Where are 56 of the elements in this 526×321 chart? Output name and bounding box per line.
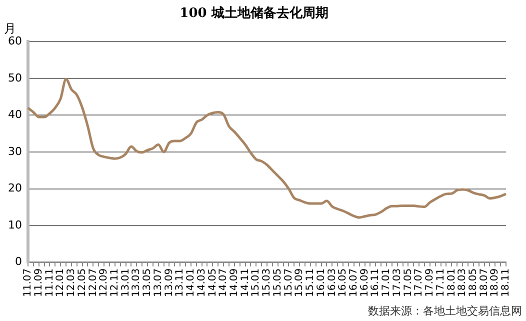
x-tick-label: 17.11 — [435, 268, 446, 298]
x-tick-label: 16.05 — [338, 268, 349, 298]
x-tick-label: 14.07 — [218, 268, 230, 298]
line-series — [26, 78, 508, 219]
x-tick-label: 12.09 — [98, 268, 110, 298]
x-tick-label: 18.07 — [478, 268, 490, 298]
x-tick-label: 17.03 — [392, 268, 403, 298]
x-tick-label: 18.09 — [490, 268, 501, 298]
y-axis-title: 月 — [4, 22, 16, 36]
x-tick-label: 18.03 — [457, 268, 468, 298]
x-tick-label: 12.05 — [76, 268, 88, 298]
x-tick-label: 15.07 — [283, 268, 294, 298]
x-tick-label: 18.05 — [468, 268, 480, 298]
chart-title: 100 城土地储备去化周期 — [180, 6, 328, 22]
y-tick-label: 50 — [8, 71, 22, 84]
x-tick-label: 18.01 — [446, 268, 458, 298]
x-tick-label: 16.01 — [316, 268, 327, 298]
x-tick-label: 14.11 — [240, 268, 251, 298]
x-tick-label: 17.07 — [414, 268, 425, 298]
y-tick-label: 0 — [14, 255, 22, 268]
x-tick-label: 17.01 — [381, 268, 392, 298]
x-tick-label: 17.09 — [424, 268, 436, 298]
x-tick-label: 15.11 — [305, 268, 316, 298]
x-tick-label: 11.11 — [44, 268, 56, 298]
x-tick-label: 13.11 — [174, 268, 186, 298]
x-tick-label: 18.11 — [500, 268, 512, 298]
x-tick-label: 13.05 — [142, 268, 154, 298]
x-tick-label: 15.05 — [272, 268, 284, 298]
x-tick-label: 14.01 — [186, 268, 197, 298]
x-tick-label: 14.05 — [207, 268, 218, 298]
x-tick-label: 16.07 — [348, 268, 360, 298]
x-tick-label: 16.03 — [326, 268, 338, 298]
x-tick-label: 15.03 — [262, 268, 273, 298]
x-tick-label: 13.01 — [120, 268, 132, 298]
x-tick-label: 12.07 — [88, 268, 99, 298]
x-tick-label: 16.11 — [370, 268, 382, 298]
x-tick-label: 16.09 — [359, 268, 370, 298]
x-tick-label: 14.09 — [229, 268, 240, 298]
x-tick-label: 15.09 — [294, 268, 306, 298]
x-tick-label: 11.09 — [33, 268, 44, 298]
x-tick-label: 14.03 — [196, 268, 208, 298]
x-tick-label: 12.03 — [66, 268, 78, 298]
x-tick-label: 17.05 — [402, 268, 414, 298]
y-tick-label: 10 — [8, 218, 22, 232]
source-note: 数据来源：各地土地交易信息网 — [368, 304, 522, 318]
y-tick-label: 30 — [8, 144, 22, 158]
x-tick-label: 11.07 — [22, 268, 34, 298]
x-tick-label: 12.11 — [110, 268, 120, 298]
y-tick-label: 20 — [8, 182, 22, 195]
x-tick-label: 13.03 — [131, 268, 142, 298]
x-tick-label: 13.07 — [152, 268, 164, 298]
y-tick-label: 60 — [8, 34, 22, 48]
x-tick-label: 13.09 — [164, 268, 175, 298]
x-tick-label: 12.01 — [55, 268, 66, 298]
x-tick-label: 15.01 — [250, 268, 262, 298]
y-tick-label: 40 — [8, 108, 22, 122]
